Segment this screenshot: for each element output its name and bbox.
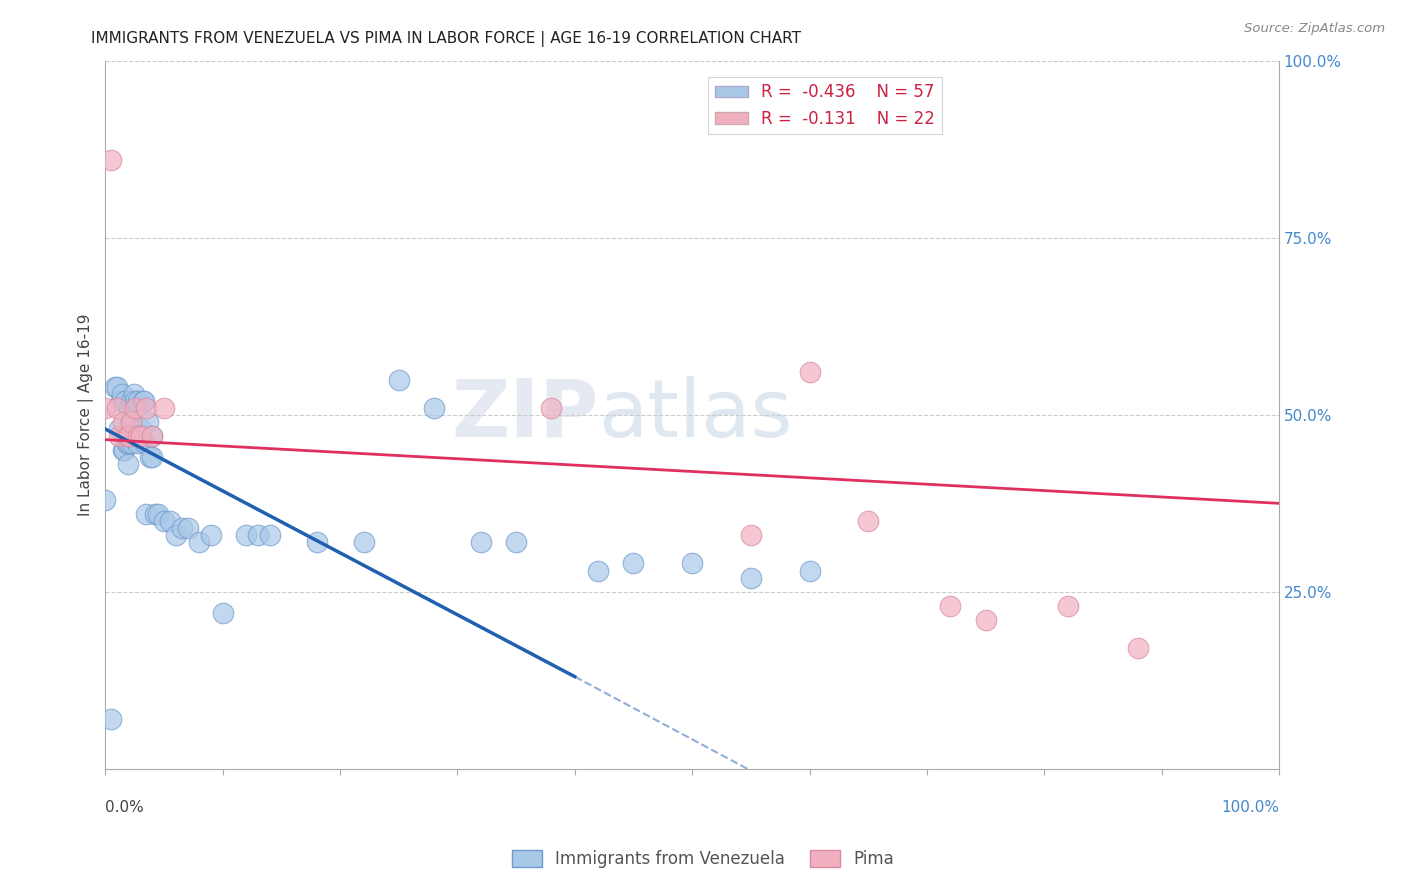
Point: [108, 429, 131, 443]
Point: [470, 535, 492, 549]
Point: [143, 507, 166, 521]
Point: [153, 514, 176, 528]
Legend: R =  -0.436    N = 57, R =  -0.131    N = 22: R = -0.436 N = 57, R = -0.131 N = 22: [709, 77, 942, 134]
Point: [94, 401, 117, 415]
Point: [117, 458, 139, 472]
Text: IMMIGRANTS FROM VENEZUELA VS PIMA IN LABOR FORCE | AGE 16-19 CORRELATION CHART: IMMIGRANTS FROM VENEZUELA VS PIMA IN LAB…: [91, 31, 801, 47]
Point: [135, 507, 157, 521]
Point: [100, 712, 122, 726]
Point: [110, 393, 132, 408]
Point: [799, 564, 821, 578]
Point: [423, 401, 446, 415]
Point: [141, 429, 163, 443]
Point: [127, 429, 149, 443]
Point: [132, 393, 155, 408]
Point: [740, 571, 762, 585]
Point: [94, 492, 117, 507]
Point: [1126, 641, 1149, 656]
Point: [623, 557, 645, 571]
Point: [100, 153, 122, 168]
Point: [111, 386, 134, 401]
Point: [259, 528, 281, 542]
Point: [188, 535, 211, 549]
Point: [127, 393, 149, 408]
Point: [121, 436, 143, 450]
Point: [111, 415, 134, 429]
Point: [124, 429, 146, 443]
Point: [165, 528, 187, 542]
Point: [105, 401, 128, 415]
Point: [118, 429, 141, 443]
Point: [124, 393, 146, 408]
Point: [125, 422, 148, 436]
Text: Source: ZipAtlas.com: Source: ZipAtlas.com: [1244, 22, 1385, 36]
Point: [681, 557, 703, 571]
Point: [105, 379, 128, 393]
Point: [540, 401, 562, 415]
Point: [235, 528, 257, 542]
Point: [129, 422, 152, 436]
Point: [120, 393, 142, 408]
Point: [129, 429, 152, 443]
Legend: Immigrants from Venezuela, Pima: Immigrants from Venezuela, Pima: [505, 843, 901, 875]
Point: [136, 415, 159, 429]
Point: [211, 606, 233, 620]
Point: [122, 386, 145, 401]
Point: [124, 401, 146, 415]
Point: [108, 422, 131, 436]
Point: [353, 535, 375, 549]
Point: [1056, 599, 1078, 613]
Point: [118, 401, 141, 415]
Point: [104, 379, 127, 393]
Y-axis label: In Labor Force | Age 16-19: In Labor Force | Age 16-19: [79, 314, 94, 516]
Point: [148, 507, 170, 521]
Point: [132, 393, 155, 408]
Point: [170, 521, 193, 535]
Point: [111, 443, 134, 458]
Text: 0.0%: 0.0%: [105, 800, 145, 815]
Point: [939, 599, 962, 613]
Point: [588, 564, 610, 578]
Point: [134, 436, 156, 450]
Point: [153, 401, 176, 415]
Point: [118, 436, 141, 450]
Point: [135, 401, 157, 415]
Point: [125, 436, 148, 450]
Point: [120, 415, 142, 429]
Point: [141, 429, 163, 443]
Point: [740, 528, 762, 542]
Point: [112, 443, 135, 458]
Point: [141, 450, 163, 465]
Point: [115, 429, 138, 443]
Point: [856, 514, 879, 528]
Point: [974, 613, 997, 627]
Point: [505, 535, 527, 549]
Point: [120, 415, 142, 429]
Point: [139, 450, 162, 465]
Text: ZIP: ZIP: [451, 376, 599, 454]
Point: [114, 393, 136, 408]
Point: [799, 366, 821, 380]
Point: [388, 372, 411, 386]
Point: [176, 521, 198, 535]
Point: [200, 528, 222, 542]
Point: [115, 436, 138, 450]
Text: 100.0%: 100.0%: [1220, 800, 1279, 815]
Point: [115, 436, 138, 450]
Point: [305, 535, 328, 549]
Text: atlas: atlas: [599, 376, 793, 454]
Point: [246, 528, 269, 542]
Point: [159, 514, 181, 528]
